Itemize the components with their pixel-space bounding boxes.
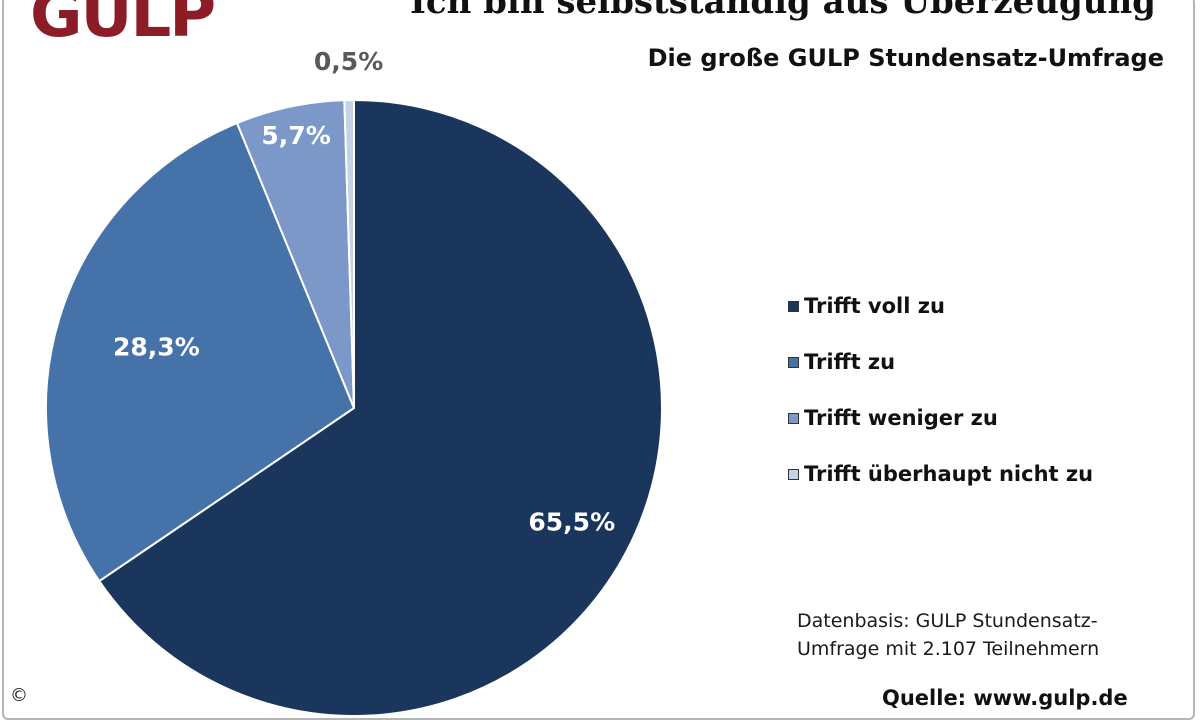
legend-item-2: Trifft zu (788, 334, 1093, 390)
legend-swatch-1 (788, 300, 799, 312)
chart-title: Ich bin selbstständig aus Überzeugung (410, 0, 1156, 22)
source-label: Quelle: www.gulp.de (882, 686, 1128, 710)
legend-item-4: Trifft überhaupt nicht zu (788, 446, 1093, 502)
legend-swatch-2 (788, 356, 799, 368)
chart-subtitle: Die große GULP Stundensatz-Umfrage (647, 44, 1164, 72)
pie-slice-2 (45, 121, 356, 583)
data-label-4: 0,5% (314, 47, 383, 76)
data-basis-line-1: Datenbasis: GULP Stundensatz- (797, 610, 1098, 632)
data-label-3: 5,7% (261, 121, 330, 150)
legend-swatch-3 (788, 412, 799, 424)
pie-slice-1 (97, 98, 663, 717)
legend-label-3: Trifft weniger zu (804, 406, 998, 430)
legend-item-1: Trifft voll zu (788, 278, 1093, 334)
data-basis-note: Datenbasis: GULP Stundensatz- Umfrage mi… (797, 607, 1099, 663)
pie-slice-4 (343, 98, 355, 409)
chart-legend: Trifft voll zu Trifft zu Trifft weniger zu… (788, 278, 1093, 502)
gulp-logo: GULP (30, 0, 216, 52)
legend-item-3: Trifft weniger zu (788, 390, 1093, 446)
legend-label-1: Trifft voll zu (804, 294, 945, 318)
legend-label-2: Trifft zu (804, 350, 896, 374)
legend-label-4: Trifft überhaupt nicht zu (804, 462, 1094, 486)
legend-swatch-4 (788, 468, 799, 480)
data-label-2: 28,3% (113, 333, 200, 362)
copyright-icon: © (10, 685, 28, 706)
data-basis-line-2: Umfrage mit 2.107 Teilnehmern (797, 638, 1100, 660)
data-label-1: 65,5% (528, 507, 615, 536)
